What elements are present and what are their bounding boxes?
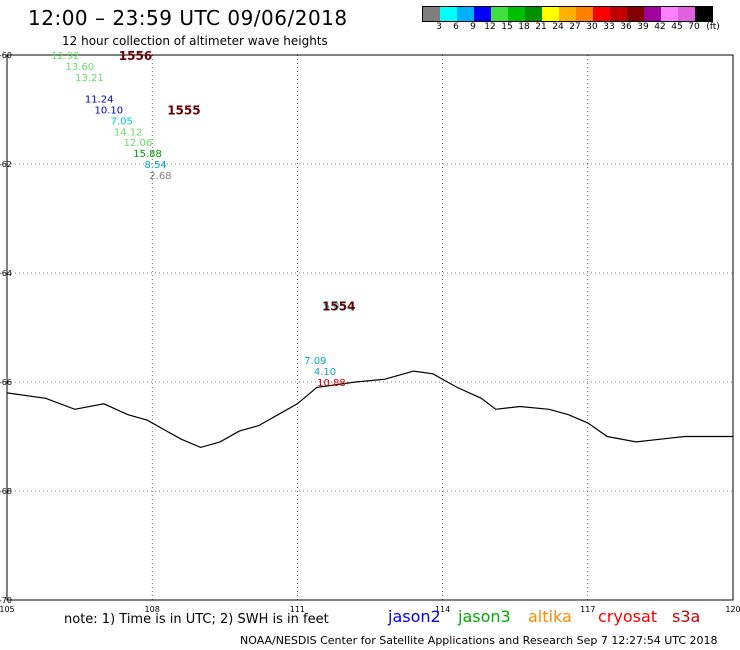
legend-tick-label: 33 xyxy=(603,22,615,32)
latitude-tick-label: -60 xyxy=(0,51,12,60)
wave-height-label: 11.24 xyxy=(85,95,114,106)
legend-swatch xyxy=(440,7,457,21)
legend-swatch xyxy=(491,7,508,21)
legend-swatch xyxy=(576,7,593,21)
wave-height-label: 8.54 xyxy=(144,160,166,171)
legend-tick-label: 3 xyxy=(436,22,442,32)
wave-height-label: 4.10 xyxy=(314,367,336,378)
wave-height-label: 10.88 xyxy=(317,378,346,389)
legend-tick-label: 21 xyxy=(535,22,547,32)
antarctic-coastline xyxy=(6,370,733,449)
color-legend-bar xyxy=(422,6,713,22)
latitude-tick-label: -68 xyxy=(0,487,12,496)
orbit-number-label: 1556 xyxy=(119,49,152,63)
legend-swatch xyxy=(644,7,661,21)
legend-tick-label: 12 xyxy=(484,22,496,32)
wave-height-label: 7.09 xyxy=(304,356,326,367)
longitude-tick-label: 117 xyxy=(580,605,595,614)
legend-swatch xyxy=(593,7,610,21)
legend-tick-label: 36 xyxy=(620,22,632,32)
legend-tick-label: 45 xyxy=(671,22,683,32)
orbit-number-label: 1555 xyxy=(167,104,200,118)
wave-height-label: 12.92 xyxy=(51,51,80,62)
latitude-tick-label: -64 xyxy=(0,269,12,278)
legend-tick-label: 18 xyxy=(518,22,530,32)
legend-tick-label: 9 xyxy=(470,22,476,32)
legend-swatch xyxy=(610,7,627,21)
latitude-tick-label: -62 xyxy=(0,160,12,169)
wave-height-label: 12.06 xyxy=(124,138,153,149)
legend-unit-label: (ft) xyxy=(706,22,720,32)
wave-height-label: 13.21 xyxy=(75,73,104,84)
legend-swatch xyxy=(559,7,576,21)
legend-tick-label: 30 xyxy=(586,22,598,32)
legend-swatch xyxy=(508,7,525,21)
footer-credit: NOAA/NESDIS Center for Satellite Applica… xyxy=(240,634,718,647)
legend-swatch xyxy=(474,7,491,21)
legend-tick-label: 39 xyxy=(637,22,649,32)
legend-swatch xyxy=(457,7,474,21)
map-title: 12:00 – 23:59 UTC 09/06/2018 xyxy=(28,6,348,30)
legend-tick-label: 24 xyxy=(552,22,564,32)
mission-label-jason3: jason3 xyxy=(458,607,511,626)
legend-swatch xyxy=(678,7,695,21)
wave-height-label: 15.88 xyxy=(133,149,162,160)
longitude-tick-label: 111 xyxy=(290,605,305,614)
legend-swatch xyxy=(525,7,542,21)
wave-height-label: 7.05 xyxy=(111,116,133,127)
legend-tick-label: 42 xyxy=(654,22,666,32)
legend-tick-label: 27 xyxy=(569,22,581,32)
legend-swatch xyxy=(627,7,644,21)
longitude-tick-label: 105 xyxy=(0,605,15,614)
units-note: note: 1) Time is in UTC; 2) SWH is in fe… xyxy=(64,612,329,627)
orbit-number-label: 1554 xyxy=(322,300,355,314)
latitude-tick-label: -70 xyxy=(0,596,12,605)
latitude-tick-label: -66 xyxy=(0,378,12,387)
legend-swatch xyxy=(542,7,559,21)
mission-label-jason2: jason2 xyxy=(388,607,441,626)
color-legend-labels: 3 6 9 12 15 18 21 24 27 30 33 36 39 42 45 70 (ft) xyxy=(422,22,740,34)
mission-label-s3a: s3a xyxy=(672,607,701,626)
mission-label-cryosat: cryosat xyxy=(598,607,658,626)
legend-tick-label: 70 xyxy=(688,22,700,32)
longitude-tick-label: 120 xyxy=(725,605,740,614)
wave-height-label: 10.10 xyxy=(95,106,124,117)
wave-height-label: 5.05 xyxy=(324,302,346,313)
legend-tick-label: 15 xyxy=(501,22,513,32)
wave-height-label: 14.12 xyxy=(114,127,143,138)
legend-swatch xyxy=(423,7,440,21)
legend-tick-label: 6 xyxy=(453,22,459,32)
wave-height-label: 2.68 xyxy=(149,171,171,182)
wave-height-label: 13.60 xyxy=(65,62,94,73)
longitude-tick-label: 114 xyxy=(435,605,450,614)
map-subtitle: 12 hour collection of altimeter wave hei… xyxy=(62,34,328,48)
legend-swatch xyxy=(661,7,678,21)
mission-label-altika: altika xyxy=(528,607,572,626)
legend-swatch xyxy=(695,7,712,21)
longitude-tick-label: 108 xyxy=(145,605,160,614)
